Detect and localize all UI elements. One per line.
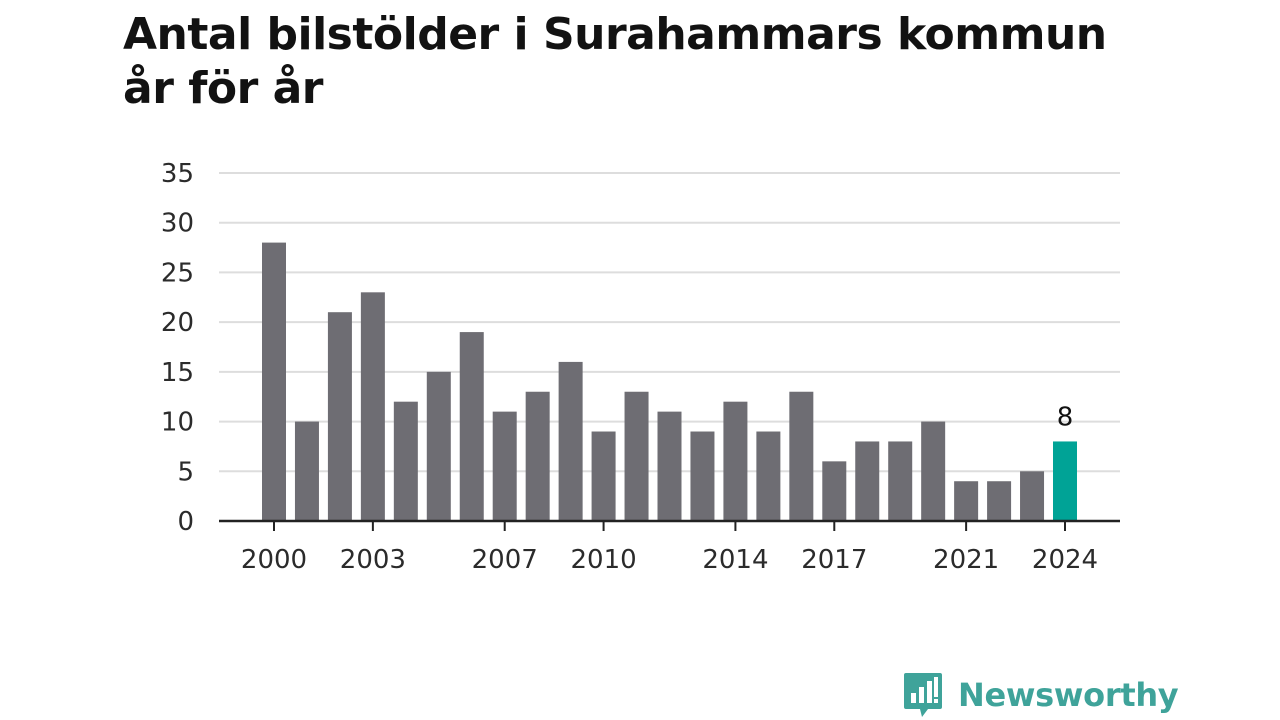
bar <box>723 401 748 521</box>
newsworthy-logo: Newsworthy <box>902 670 1179 720</box>
bar <box>657 411 682 521</box>
data-labels: 8 <box>1057 402 1074 432</box>
x-tick-label: 2000 <box>241 545 307 575</box>
bars <box>262 242 1077 521</box>
bar <box>624 391 649 521</box>
bar <box>822 461 847 521</box>
bar <box>294 421 319 521</box>
bar <box>855 441 880 521</box>
bar <box>426 371 451 521</box>
bar <box>756 431 781 521</box>
x-tick-label: 2010 <box>570 545 636 575</box>
y-tick-label: 10 <box>161 408 194 438</box>
x-tick-label: 2007 <box>472 545 538 575</box>
bar <box>262 242 286 521</box>
x-tick-label: 2024 <box>1032 545 1098 575</box>
y-tick-label: 15 <box>161 358 194 388</box>
x-tick-label: 2014 <box>702 545 768 575</box>
x-tick-label: 2003 <box>340 545 406 575</box>
y-tick-label: 25 <box>161 258 194 288</box>
y-tick-label: 20 <box>161 308 194 338</box>
bar <box>690 431 715 521</box>
y-tick-label: 5 <box>177 457 194 487</box>
chart-title: Antal bilstölder i Surahammars kommun år… <box>123 9 1107 114</box>
x-tick-label: 2021 <box>933 545 999 575</box>
bar <box>1020 471 1045 521</box>
bar <box>327 312 352 521</box>
bar <box>525 391 550 521</box>
y-tick-label: 35 <box>161 159 194 189</box>
bar <box>393 401 418 521</box>
bar <box>591 431 616 521</box>
y-tick-label: 0 <box>177 507 194 537</box>
logo-text: Newsworthy <box>958 676 1179 714</box>
bar <box>987 481 1012 521</box>
bar <box>921 421 946 521</box>
y-tick-label: 30 <box>161 209 194 239</box>
bar <box>888 441 913 521</box>
bar <box>459 332 484 521</box>
bar <box>360 292 385 521</box>
bar <box>492 411 517 521</box>
y-axis-labels: 0 5 10 15 20 25 30 35 <box>161 159 194 537</box>
newsworthy-chart-bubble-icon <box>904 673 942 717</box>
x-axis-labels: 2000 2003 2007 2010 2014 2017 2021 2024 <box>241 545 1098 575</box>
bar <box>558 361 583 521</box>
bar <box>954 481 979 521</box>
bar <box>789 391 814 521</box>
x-tick-label: 2017 <box>801 545 867 575</box>
bar <box>1053 441 1077 521</box>
data-label: 8 <box>1057 402 1074 432</box>
x-axis <box>219 519 1120 531</box>
